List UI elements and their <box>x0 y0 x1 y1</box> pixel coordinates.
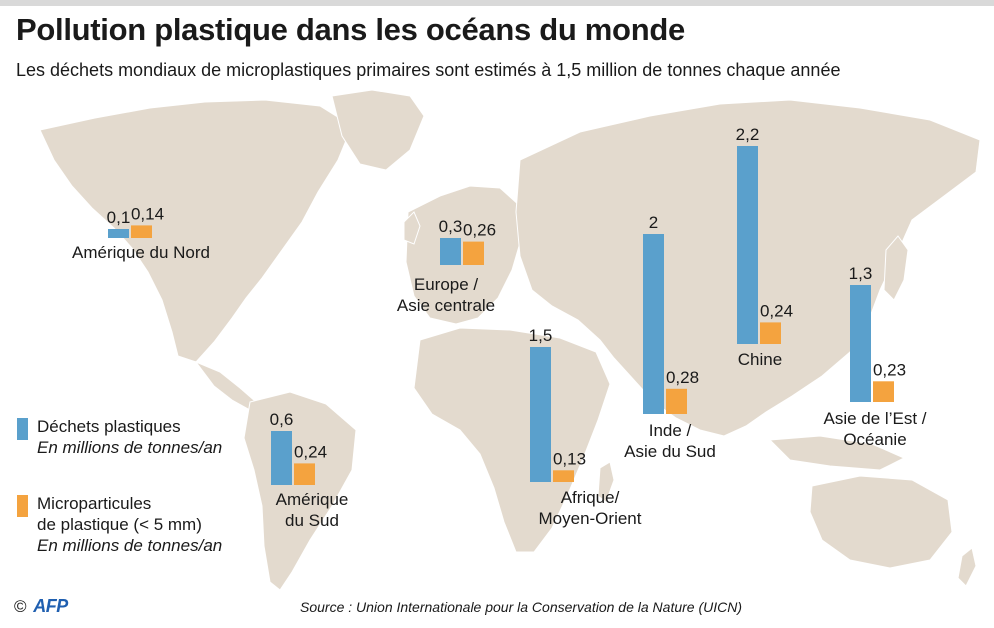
region-label: Océanie <box>843 430 906 449</box>
bars-layer <box>108 146 894 485</box>
legend-micro-unit: En millions de tonnes/an <box>37 536 223 555</box>
credit: © AFP <box>14 596 68 617</box>
indonesia-shape <box>768 435 906 471</box>
legend-micro-swatch <box>17 495 28 517</box>
micro-bar <box>294 463 315 485</box>
page-title: Pollution plastique dans les océans du m… <box>16 12 685 47</box>
region-label: Chine <box>738 350 782 369</box>
japan-shape <box>883 235 909 301</box>
copyright-symbol: © <box>14 597 27 616</box>
micro-value-label: 0,24 <box>760 301 793 320</box>
region-label: Asie du Sud <box>624 442 716 461</box>
region-label: Europe / <box>414 275 479 294</box>
new-zealand-shape <box>957 547 977 587</box>
micro-value-label: 0,13 <box>553 449 586 468</box>
madagascar-shape <box>597 461 615 503</box>
page-subtitle: Les déchets mondiaux de microplastiques … <box>16 60 841 80</box>
micro-value-label: 0,14 <box>131 204 164 223</box>
micro-value-label: 0,23 <box>873 360 906 379</box>
waste-bar <box>643 234 664 414</box>
waste-value-label: 2,2 <box>736 125 760 144</box>
legend-micro-text: Microparticules de plastique (< 5 mm) En… <box>37 493 222 556</box>
region-label: du Sud <box>285 511 339 530</box>
region-label: Asie de l’Est / <box>824 409 927 428</box>
uk-shape <box>403 211 421 245</box>
legend-waste-swatch <box>17 418 28 440</box>
micro-value-label: 0,28 <box>666 368 699 387</box>
waste-value-label: 0,6 <box>270 410 294 429</box>
micro-value-label: 0,26 <box>463 221 496 240</box>
top-bar <box>0 0 994 6</box>
waste-value-label: 1,5 <box>529 326 553 345</box>
legend-waste-text: Déchets plastiques En millions de tonnes… <box>37 416 222 458</box>
region-label: Moyen-Orient <box>539 509 642 528</box>
region-label: Inde / <box>649 421 692 440</box>
region-label: Asie centrale <box>397 296 495 315</box>
region-label: Amérique du Nord <box>72 243 210 262</box>
afp-logo: AFP <box>33 596 68 616</box>
micro-bar <box>131 225 152 238</box>
waste-bar <box>108 229 129 238</box>
micro-bar <box>666 388 687 414</box>
labels-layer: 0,1 0,14 Amérique du Nord 0,3 0,26 Europe / As… <box>72 125 927 530</box>
legend-micro-label-line1: Microparticules <box>37 494 152 513</box>
legend-waste-unit: En millions de tonnes/an <box>37 438 223 457</box>
waste-bar <box>530 347 551 482</box>
source-note: Source : Union Internationale pour la Co… <box>300 599 743 615</box>
australia-shape <box>809 475 953 569</box>
legend-waste-label: Déchets plastiques <box>37 417 181 436</box>
micro-bar <box>873 381 894 402</box>
waste-bar <box>737 146 758 344</box>
region-label: Amérique <box>276 490 349 509</box>
waste-value-label: 0,3 <box>439 217 463 236</box>
region-label: Afrique/ <box>561 488 620 507</box>
waste-bar <box>850 285 871 402</box>
micro-bar <box>760 322 781 344</box>
waste-bar <box>440 238 461 265</box>
greenland-shape <box>331 89 425 171</box>
waste-bar <box>271 431 292 485</box>
micro-bar <box>553 470 574 482</box>
waste-value-label: 2 <box>649 213 658 232</box>
waste-value-label: 0,1 <box>107 208 131 227</box>
micro-bar <box>463 241 484 265</box>
waste-value-label: 1,3 <box>849 264 873 283</box>
africa-shape <box>413 327 611 553</box>
micro-value-label: 0,24 <box>294 442 327 461</box>
legend-micro-label-line2: de plastique (< 5 mm) <box>37 515 202 534</box>
